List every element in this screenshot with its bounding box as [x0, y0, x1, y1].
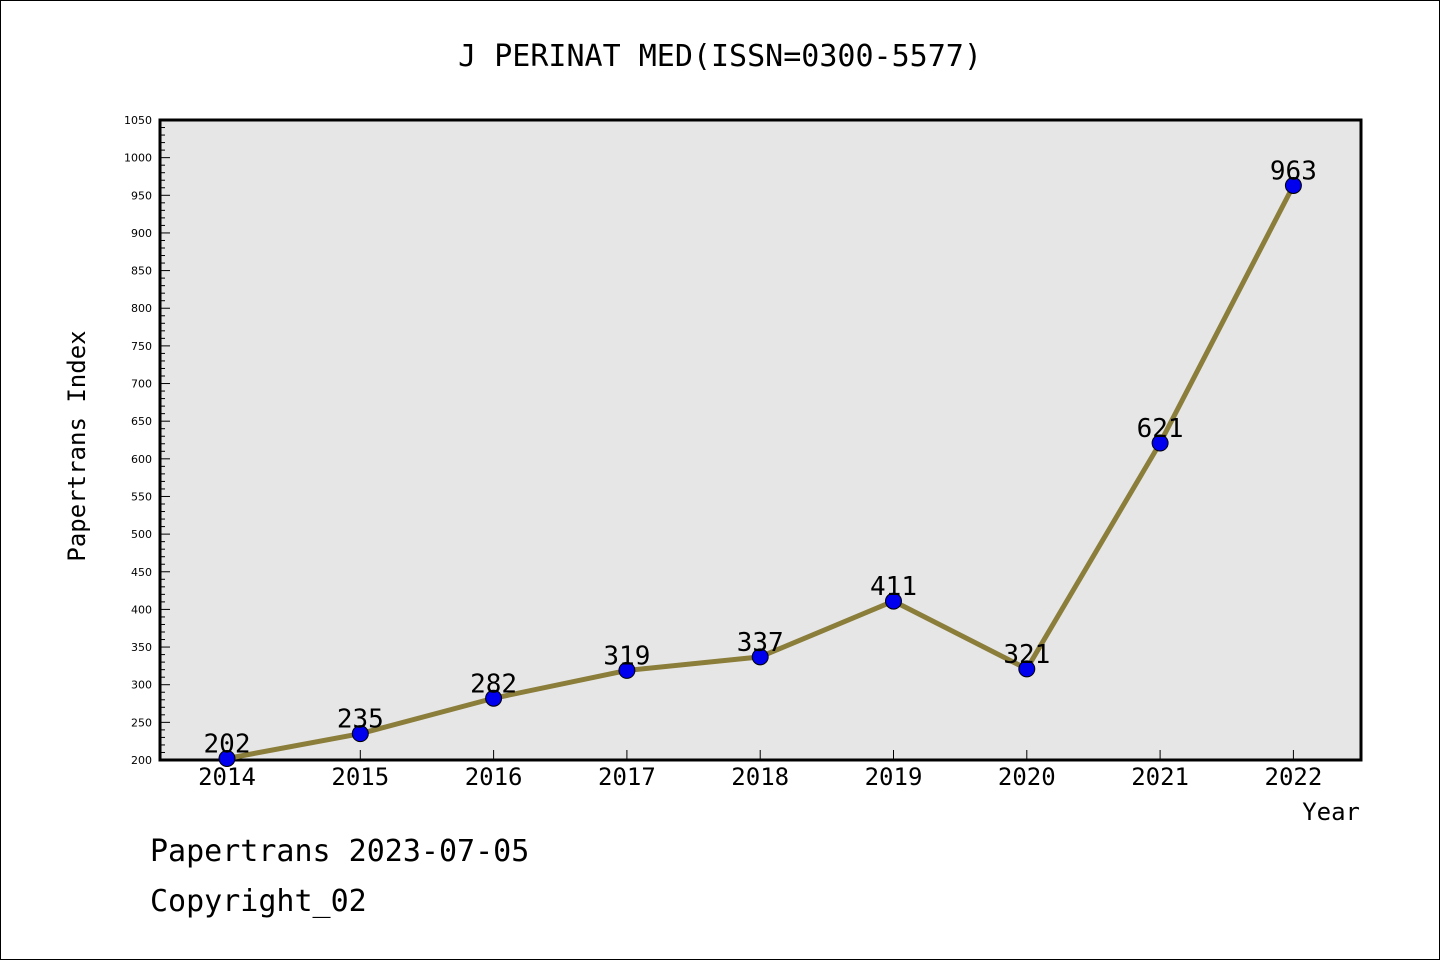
chart-title: J PERINAT MED(ISSN=0300-5577): [458, 39, 982, 74]
data-point: [1018, 660, 1036, 678]
y-tick-label: 900: [131, 227, 152, 240]
y-tick-label: 700: [131, 378, 152, 391]
y-tick-label: 450: [131, 566, 152, 579]
data-point: [485, 689, 503, 707]
data-point: [751, 648, 769, 666]
x-axis-label: Year: [1302, 798, 1360, 826]
y-tick-label: 750: [131, 340, 152, 353]
y-tick-label: 800: [131, 302, 152, 315]
x-tick-label: 2017: [598, 763, 656, 791]
x-tick-label: 2019: [865, 763, 923, 791]
y-tick-label: 200: [131, 754, 152, 767]
series: 202 235 282 319 337 411 321 621 963: [204, 157, 1317, 767]
data-label: 202: [204, 729, 251, 759]
data-point: [1151, 434, 1169, 452]
y-tick-label: 500: [131, 528, 152, 541]
x-tick-label: 2014: [198, 763, 256, 791]
data-point: [885, 592, 902, 610]
data-point: [218, 749, 236, 767]
y-tick-label: 950: [131, 189, 152, 202]
y-tick-label: 650: [131, 415, 152, 428]
data-label: 337: [737, 628, 784, 658]
x-tick-label: 2016: [465, 763, 523, 791]
x-tick-label: 2022: [1265, 763, 1323, 791]
y-tick-label: 350: [131, 641, 152, 654]
y-tick-label: 550: [131, 490, 152, 503]
data-label: 319: [603, 641, 650, 671]
data-label: 963: [1270, 157, 1317, 187]
data-point: [1284, 177, 1302, 195]
y-tick-label: 600: [131, 453, 152, 466]
data-label: 411: [870, 572, 917, 602]
y-tick-label: 1050: [124, 114, 152, 127]
x-tick-label: 2018: [731, 763, 789, 791]
data-label: 235: [337, 705, 384, 735]
data-label: 621: [1137, 414, 1184, 444]
y-axis: 200 250 300 350 400 450 500 550 600 650 700 750 800 8…: [124, 114, 170, 767]
footer-copyright: Copyright_02: [150, 884, 367, 919]
data-point: [351, 725, 369, 743]
y-tick-label: 250: [131, 716, 152, 729]
x-tick-label: 2015: [331, 763, 389, 791]
y-tick-label: 400: [131, 603, 152, 616]
y-tick-label: 300: [131, 679, 152, 692]
data-point: [618, 661, 636, 679]
x-tick-label: 2021: [1131, 763, 1189, 791]
data-label: 282: [470, 669, 517, 699]
footer-date: Papertrans 2023-07-05: [150, 834, 530, 869]
y-axis-label: Papertrans Index: [63, 330, 91, 561]
y-tick-label: 1000: [124, 152, 152, 165]
x-tick-label: 2020: [998, 763, 1056, 791]
y-tick-label: 850: [131, 265, 152, 278]
data-label: 321: [1003, 640, 1050, 670]
x-axis: 2014 2015 2016 2017 2018 2019 2020 2021 2022: [198, 750, 1322, 791]
